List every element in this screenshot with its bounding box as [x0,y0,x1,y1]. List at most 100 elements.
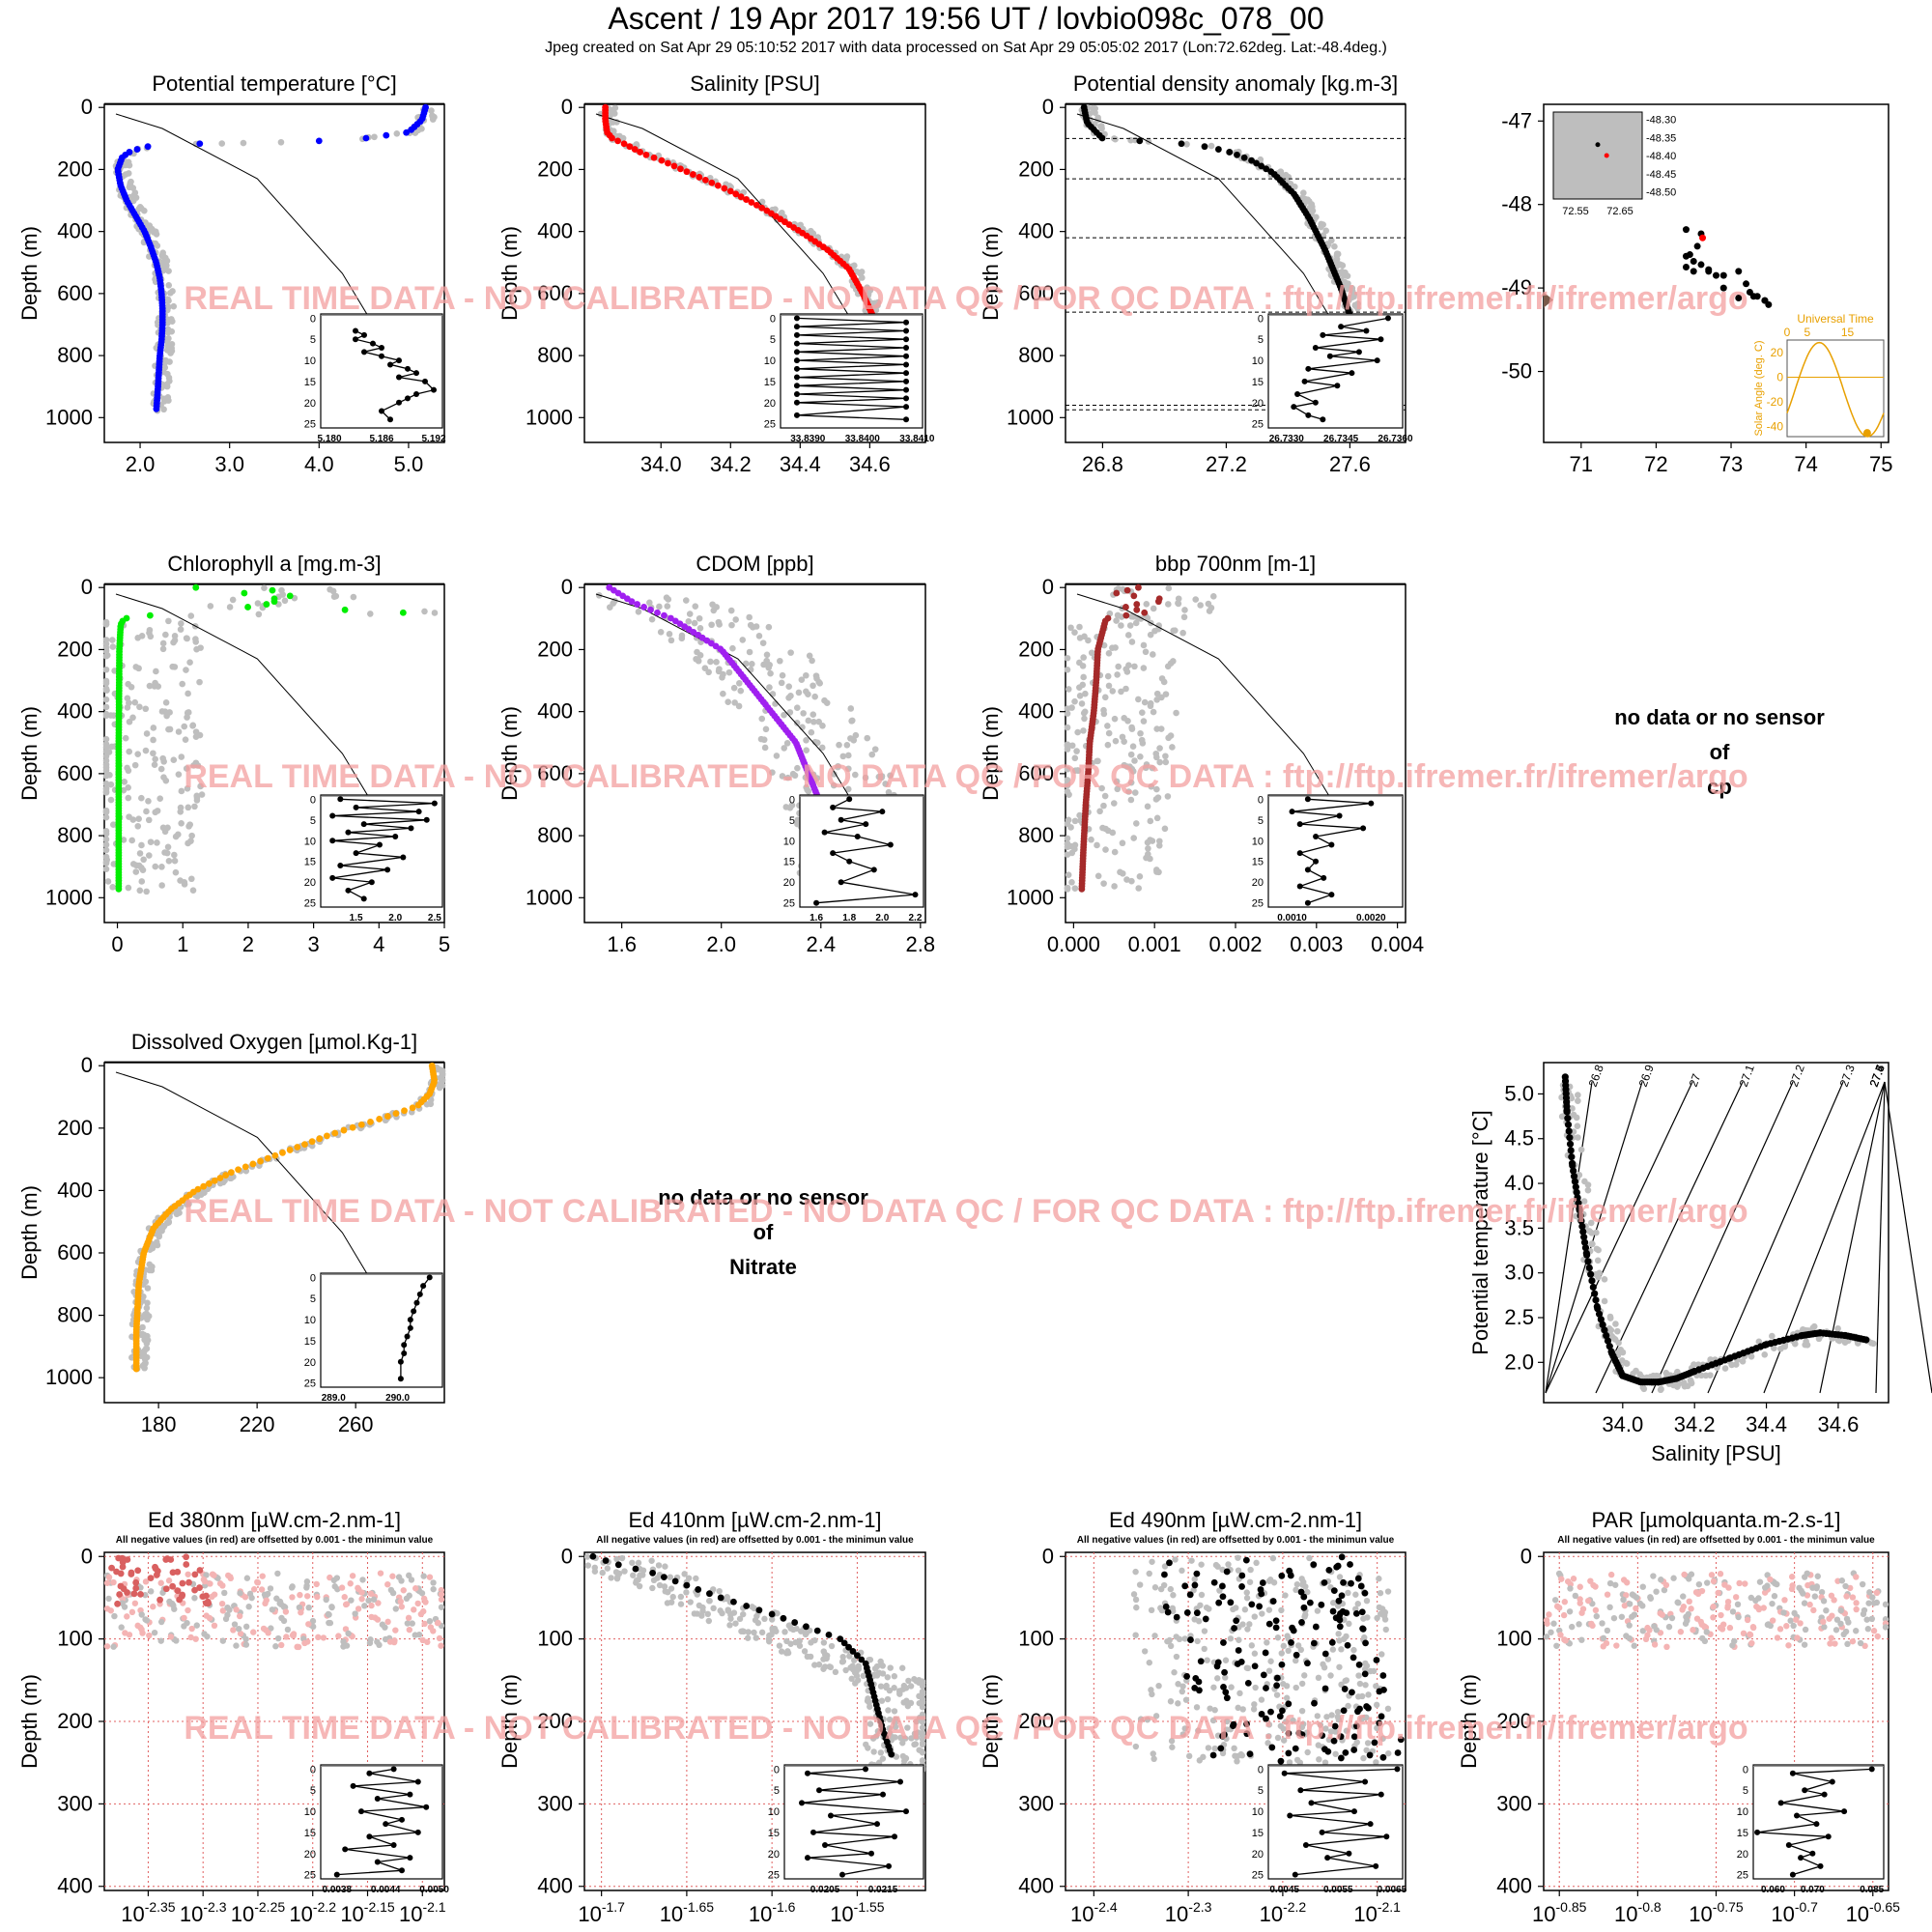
chl-inset-xtick-label: 1.5 [350,913,363,923]
oxy-cloud-point [144,1332,151,1340]
ed490-cloud-point [1130,1591,1138,1598]
chl-cloud-point [431,610,439,616]
ed410-xtick-exp: -1.55 [854,1899,885,1915]
ed490-cloud-point [1214,1675,1221,1682]
ed380-cloud-point [203,1612,210,1619]
cdom-cloud-point [887,772,894,780]
temp-inset-point [396,374,402,381]
bbp-data-point [1113,589,1121,597]
ed490-data-point [1278,1572,1286,1579]
bbp-cloud-point [1105,650,1113,657]
bbp-cloud-point [1118,688,1124,696]
ts-data-point [1565,1127,1573,1135]
oxy-data-point [376,1116,384,1122]
ed490-cloud-point [1201,1628,1208,1634]
ed380-cloud-point [331,1583,338,1590]
ed410-cloud-point [710,1605,717,1612]
bbp-inset-ytick-label: 0 [1258,794,1264,806]
ed490-cloud-point [1278,1650,1285,1657]
bbp-cloud-point [1138,736,1146,744]
chl-cloud-point [108,637,116,643]
dens-data-point [1258,162,1265,170]
cdom-cloud-point [847,735,854,742]
ed410-cloud-point [847,1664,854,1671]
bbp-cloud-point [1150,708,1157,716]
ed410-cloud-point [648,1557,655,1564]
temp-inset-point [361,349,367,355]
ed490-title: Ed 490nm [µW.cm-2.nm-1] [1109,1508,1362,1532]
ed490-data-point [1187,1636,1194,1643]
sal-data-point [701,176,709,184]
chl-cloud-point [207,603,214,610]
bbp-data-point [1133,601,1141,608]
ed410-cloud-point [832,1668,839,1676]
ed490-cloud-point [1280,1680,1287,1688]
ed380-note: All negative values (in red) are offsett… [116,1535,434,1546]
temp-cloud-point [165,335,172,342]
ed380-inset-ytick-label: 25 [304,1870,316,1882]
ed380-inset-point [342,1846,349,1853]
ed490-data-point [1288,1638,1294,1646]
chl-cloud-point [161,849,168,856]
ed490-data-point [1350,1747,1358,1753]
ed490-inset-point [1394,1766,1401,1773]
ts-data-point [1584,1258,1592,1265]
ed380-inset-xtick-label: 0.0050 [419,1885,449,1895]
ed410-data-point [660,1574,668,1581]
cdom-cloud-point [728,621,735,629]
bbp-cloud-point [1068,742,1076,750]
oxy-inset-frame [320,1272,443,1388]
ed490-cloud-point [1282,1592,1289,1599]
temp-cloud-point [125,170,132,177]
ed410-cloud-point [753,1634,759,1641]
par-cloud-point [1853,1628,1860,1634]
ed380-negative-point [202,1600,210,1607]
ed490-cloud-point [1157,1605,1164,1611]
dens-inset-ytick-label: 15 [1252,377,1264,388]
ed380-cloud-point [349,1573,356,1579]
sal-inset-point [793,383,800,389]
oxy-inset-ytick-label: 5 [310,1293,316,1305]
sal-inset-xtick-label: 33.8410 [899,434,935,444]
par-cloud-point [1633,1605,1639,1612]
ed380-inset-ytick-label: 0 [310,1764,316,1776]
bbp-cloud-point [1123,876,1130,883]
dens-cloud-point [1320,221,1326,228]
ed490-xtick-label: 10-2.4 [1070,1899,1118,1926]
cdom-cloud-point [664,603,671,610]
ed380-cloud-point [250,1586,258,1593]
bbp-cloud-point [1156,758,1163,766]
ed490-cloud-point [1251,1650,1259,1657]
ed490-cloud-point [1244,1626,1251,1633]
oxy-ytick-label: 0 [81,1053,93,1077]
cdom-cloud-point [769,769,776,776]
ed410-cloud-point [854,1677,862,1684]
chl-ytick-label: 0 [81,575,93,599]
cdom-cloud-point [730,684,738,692]
ed490-data-point [1166,1559,1173,1567]
temp-inset-point [353,327,358,334]
temp-cloud-point [128,184,134,190]
dens-xtick-label: 27.2 [1206,452,1247,476]
oxy-cloud-point [142,1278,150,1286]
ed380-xtick-base: 10 [121,1902,144,1926]
bbp-cloud-point [1081,633,1088,640]
ed380-cloud-point [242,1623,250,1631]
ed410-cloud-point [793,1625,800,1633]
ed490-cloud-point [1136,1581,1144,1588]
chl-cloud-point [129,861,137,867]
bbp-cloud-point [1129,768,1137,775]
bbp-inset-ytick-label: 15 [1252,857,1264,868]
bbp-cloud-point [1076,623,1083,631]
chl-inset-ytick-label: 15 [304,857,316,868]
dens-ytick-label: 800 [1018,343,1054,367]
ed380-cloud-point [361,1603,368,1609]
cdom-inset-point [870,867,877,873]
temp-cloud-point [429,112,436,120]
chl-cloud-point [134,751,141,757]
ed490-cloud-point [1378,1605,1386,1612]
ed410-ytick-label: 100 [537,1627,573,1651]
ed410-cloud-point [677,1593,685,1601]
ed490-data-point [1277,1757,1285,1765]
ed490-cloud-point [1236,1636,1242,1643]
